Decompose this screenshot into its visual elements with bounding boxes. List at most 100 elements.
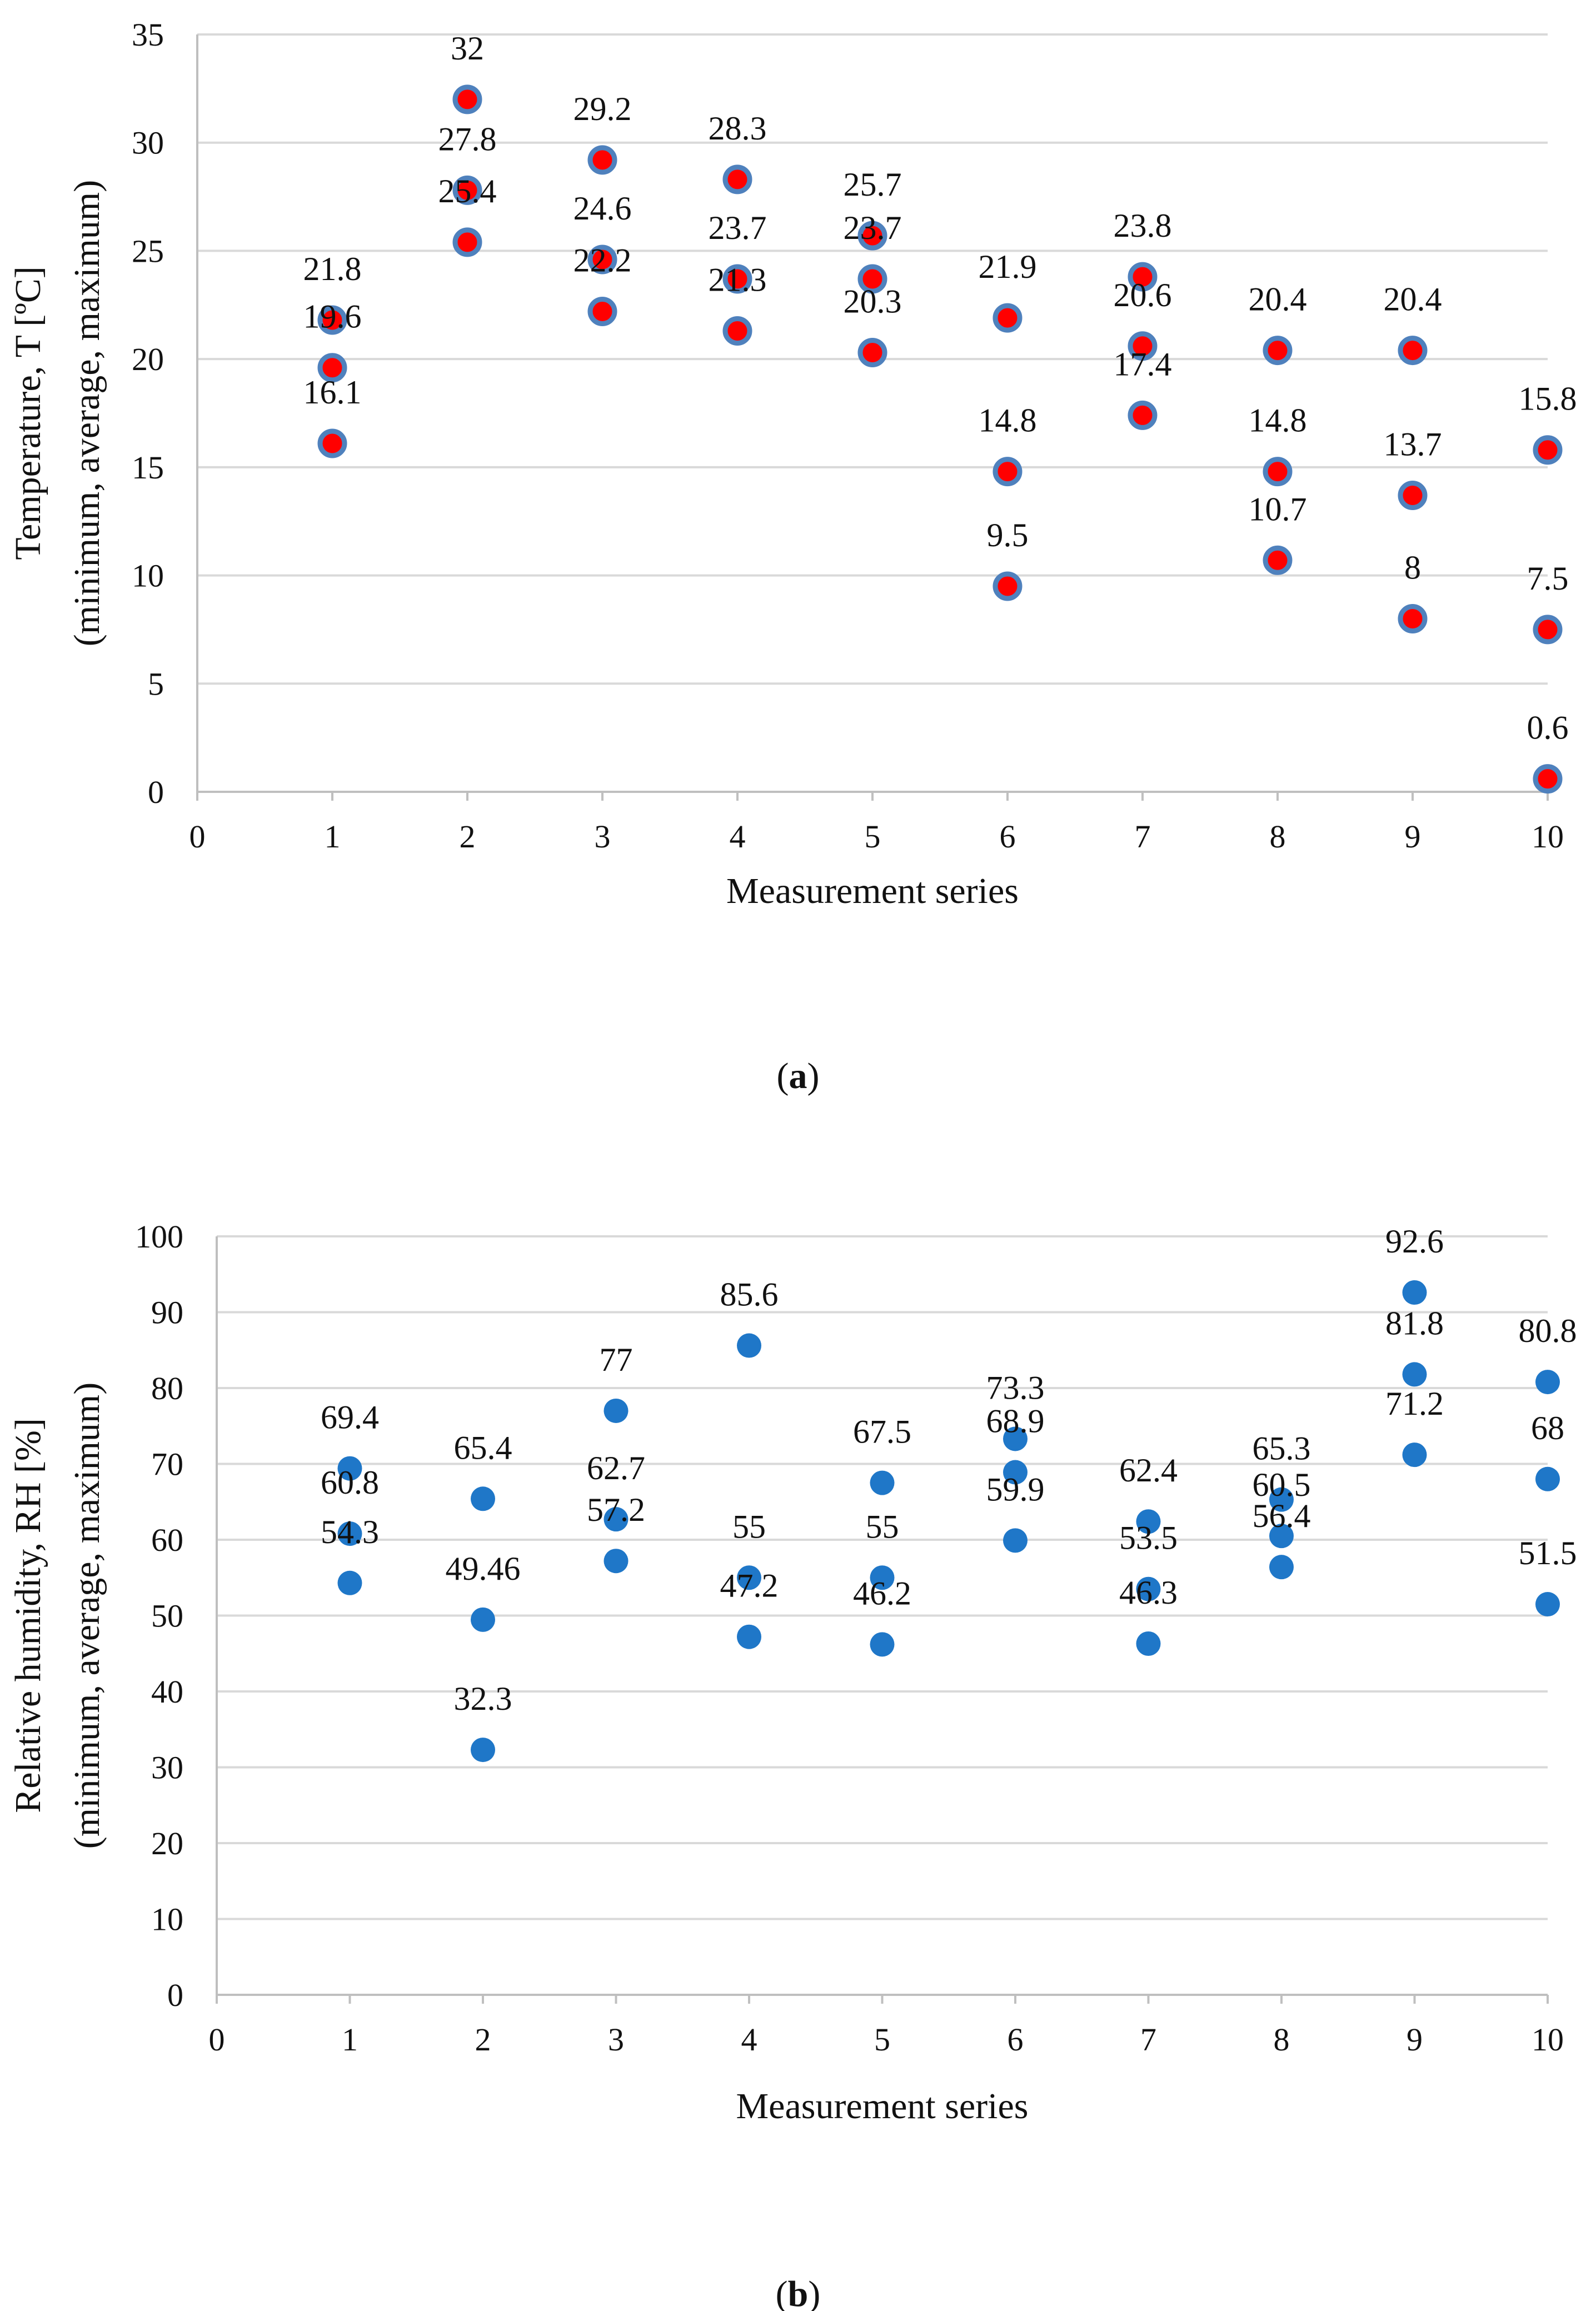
data-point-average	[857, 264, 887, 294]
data-label: 46.3	[1119, 1574, 1178, 1611]
data-label: 55	[732, 1508, 766, 1545]
data-label: 21.3	[709, 262, 767, 298]
data-point-minimum	[587, 296, 617, 326]
y-tick-label: 0	[148, 774, 164, 810]
data-point-minimum	[1003, 1528, 1028, 1553]
y-tick-label: 5	[148, 666, 164, 702]
data-point-average	[1128, 331, 1158, 361]
x-tick-label: 0	[209, 2021, 225, 2058]
data-label: 56.4	[1253, 1498, 1311, 1534]
y-tick-label: 25	[132, 233, 164, 269]
y-axis-title-line2: (minimum, average, maximum)	[67, 1382, 107, 1849]
x-tick-label: 10	[1532, 2021, 1564, 2058]
data-point-average	[317, 353, 347, 383]
data-label: 73.3	[986, 1369, 1045, 1406]
data-point-average	[587, 244, 617, 274]
data-label: 20.4	[1249, 281, 1307, 318]
data-point-maximum	[722, 164, 752, 194]
data-point-average	[1535, 1466, 1560, 1491]
data-label: 68.9	[986, 1403, 1045, 1440]
data-point-maximum	[870, 1470, 895, 1495]
data-point-maximum	[1402, 1280, 1427, 1305]
data-label: 81.8	[1385, 1305, 1444, 1341]
data-point-minimum	[737, 1624, 761, 1649]
data-label: 27.8	[438, 121, 497, 157]
data-label: 65.3	[1253, 1430, 1311, 1467]
data-label: 14.8	[1249, 402, 1307, 439]
data-point-average	[737, 1565, 761, 1590]
x-tick-label: 5	[865, 818, 881, 855]
y-tick-label: 60	[151, 1522, 183, 1558]
data-label: 51.5	[1519, 1535, 1577, 1571]
data-label: 20.3	[844, 283, 902, 320]
y-tick-label: 80	[151, 1370, 183, 1406]
data-point-minimum	[317, 428, 347, 458]
data-label: 46.2	[853, 1575, 911, 1611]
data-label: 28.3	[709, 110, 767, 147]
data-point-average	[1533, 615, 1563, 645]
data-label: 9.5	[987, 517, 1029, 553]
y-axis-title-line1: Temperature, T [ºC]	[8, 266, 48, 560]
data-label: 60.5	[1253, 1466, 1311, 1503]
data-point-average	[1398, 480, 1428, 510]
x-tick-label: 6	[1008, 2021, 1024, 2058]
x-tick-label: 9	[1407, 2021, 1423, 2058]
data-point-maximum	[1535, 1370, 1560, 1395]
data-label: 23.7	[709, 209, 767, 246]
data-point-maximum	[1269, 1487, 1294, 1512]
y-tick-label: 0	[167, 1977, 183, 2013]
x-tick-label: 9	[1405, 818, 1421, 855]
y-tick-label: 30	[132, 125, 164, 161]
data-label: 17.4	[1114, 346, 1172, 382]
data-label: 71.2	[1385, 1385, 1444, 1422]
panel-label: (b)	[776, 2274, 821, 2311]
data-label: 47.2	[720, 1568, 779, 1604]
y-axis-title-line2: (minimum, average, maximum)	[67, 180, 107, 646]
data-point-minimum	[471, 1738, 495, 1763]
data-label: 60.8	[321, 1464, 379, 1501]
data-label: 55	[866, 1508, 899, 1545]
series-average: 19.6 27.8 24.6 23.7 23.7 14.8 20.6 14.8 13.7 7.5	[303, 121, 1569, 645]
x-tick-label: 7	[1140, 2021, 1156, 2058]
y-tick-label: 20	[151, 1825, 183, 1861]
data-point-average	[604, 1507, 629, 1532]
data-label: 53.5	[1119, 1520, 1178, 1556]
x-tick-label: 1	[325, 818, 341, 855]
data-label: 77	[600, 1341, 633, 1378]
data-label: 85.6	[720, 1276, 779, 1313]
data-label: 32	[451, 30, 484, 67]
data-label: 14.8	[979, 402, 1037, 439]
data-point-minimum	[337, 1570, 362, 1595]
data-point-average	[992, 457, 1023, 487]
data-point-maximum	[1136, 1509, 1161, 1534]
data-point-minimum	[1136, 1631, 1161, 1656]
data-label: 21.9	[979, 248, 1037, 285]
y-tick-label: 30	[151, 1750, 183, 1786]
data-point-maximum	[857, 221, 887, 251]
data-label: 62.4	[1119, 1452, 1178, 1489]
x-axis-title: Measurement series	[736, 2086, 1029, 2127]
data-point-minimum	[1533, 764, 1563, 794]
data-label: 15.8	[1519, 381, 1577, 417]
data-point-maximum	[1263, 336, 1293, 366]
x-tick-label: 0	[189, 818, 206, 855]
chart-panel-b: 0 10 20 30 40 50 60 70 80 90 100 0 1 2 3 4 5 6 7 8 9 10 Measur…	[8, 1219, 1577, 2311]
data-label: 20.4	[1384, 281, 1442, 318]
y-tick-label: 35	[132, 17, 164, 53]
data-label: 23.8	[1114, 207, 1172, 244]
data-label: 25.4	[438, 173, 497, 209]
data-label: 24.6	[573, 190, 632, 227]
data-point-minimum	[1263, 545, 1293, 575]
data-point-minimum	[1128, 400, 1158, 430]
data-point-maximum	[317, 305, 347, 335]
data-point-minimum	[870, 1632, 895, 1657]
data-label: 22.2	[573, 242, 632, 278]
data-point-minimum	[992, 571, 1023, 601]
y-tick-label: 70	[151, 1446, 183, 1483]
data-point-maximum	[1128, 262, 1158, 292]
data-point-average	[1003, 1460, 1028, 1485]
data-point-minimum	[1535, 1592, 1560, 1617]
data-point-minimum	[722, 316, 752, 346]
data-point-maximum	[587, 145, 617, 175]
x-tick-label: 4	[741, 2021, 757, 2058]
